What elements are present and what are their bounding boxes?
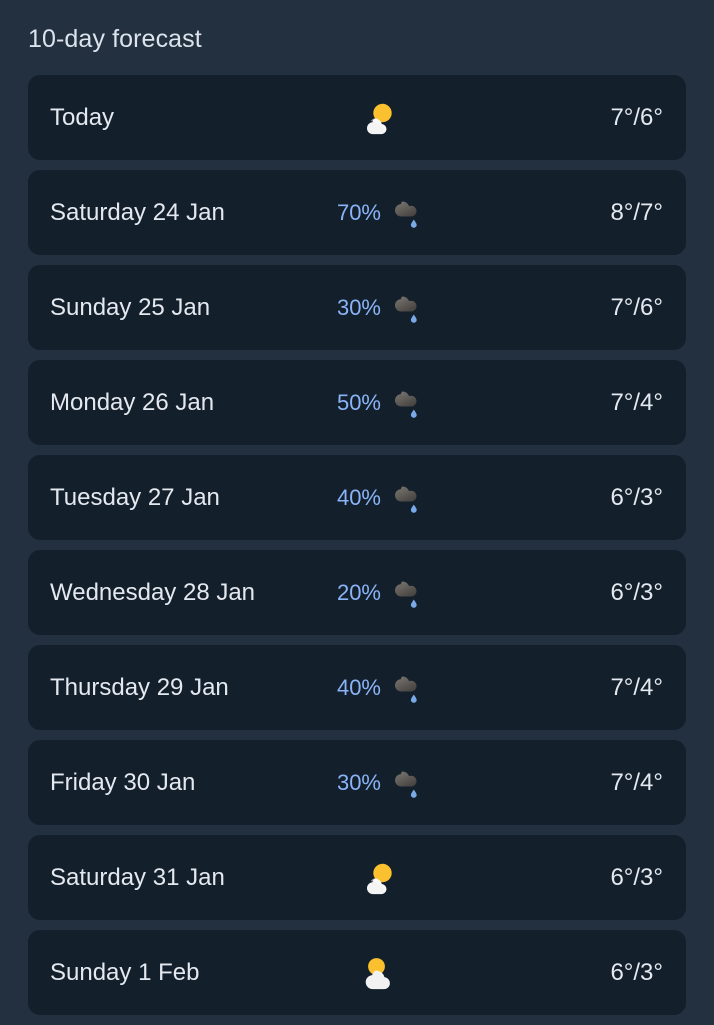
- forecast-row[interactable]: Saturday 31 Jan 6°/3°: [28, 835, 686, 920]
- partly-cloudy-day-icon: [367, 103, 392, 134]
- condition-group: [28, 75, 686, 160]
- day-label: Monday 26 Jan: [50, 388, 215, 416]
- precipitation-chance: 40%: [336, 674, 381, 700]
- temperature-range: 8°/7°: [610, 198, 663, 226]
- forecast-list: Today 7°/6° Saturday 24 Jan 70% 8°/7° Sunday …: [28, 75, 686, 1025]
- temperature-range: 7°/6°: [610, 293, 663, 321]
- temperature-range: 6°/3°: [610, 483, 663, 511]
- temperature-range: 7°/4°: [610, 768, 663, 796]
- day-label: Thursday 29 Jan: [50, 673, 229, 701]
- day-label: Tuesday 27 Jan: [50, 483, 220, 511]
- rain-cloud-icon: [395, 581, 417, 608]
- forecast-row[interactable]: Sunday 25 Jan 30% 7°/6°: [28, 265, 686, 350]
- rain-cloud-icon: [395, 676, 417, 703]
- forecast-row[interactable]: Monday 26 Jan 50% 7°/4°: [28, 360, 686, 445]
- rain-cloud-icon: [395, 486, 417, 513]
- partly-cloudy-day-icon: [367, 863, 392, 894]
- precipitation-chance: 30%: [336, 769, 381, 795]
- forecast-row[interactable]: Wednesday 28 Jan 20% 6°/3°: [28, 550, 686, 635]
- temperature-range: 6°/3°: [610, 958, 663, 986]
- forecast-row[interactable]: Saturday 24 Jan 70% 8°/7°: [28, 170, 686, 255]
- rain-cloud-icon: [395, 201, 417, 228]
- temperature-range: 6°/3°: [610, 578, 663, 606]
- temperature-range: 7°/6°: [610, 103, 663, 131]
- day-label: Sunday 1 Feb: [50, 958, 200, 986]
- mostly-cloudy-day-icon: [365, 957, 390, 989]
- day-label: Wednesday 28 Jan: [50, 578, 256, 606]
- forecast-row[interactable]: Tuesday 27 Jan 40% 6°/3°: [28, 455, 686, 540]
- rain-cloud-icon: [395, 391, 417, 418]
- forecast-row[interactable]: Sunday 1 Feb 6°/3°: [28, 930, 686, 1015]
- precipitation-chance: 70%: [336, 199, 381, 225]
- precipitation-chance: 20%: [336, 579, 381, 605]
- forecast-row[interactable]: Friday 30 Jan 30% 7°/4°: [28, 740, 686, 825]
- precipitation-chance: 40%: [336, 484, 381, 510]
- precipitation-chance: 30%: [336, 294, 381, 320]
- day-label: Saturday 24 Jan: [50, 198, 225, 226]
- temperature-range: 6°/3°: [610, 863, 663, 891]
- precipitation-chance: 50%: [336, 389, 381, 415]
- rain-cloud-icon: [395, 296, 417, 323]
- day-label: Friday 30 Jan: [50, 768, 196, 796]
- day-label: Sunday 25 Jan: [50, 293, 211, 321]
- day-label: Today: [50, 103, 115, 131]
- forecast-row[interactable]: Today 7°/6°: [28, 75, 686, 160]
- forecast-row[interactable]: Thursday 29 Jan 40% 7°/4°: [28, 645, 686, 730]
- rain-cloud-icon: [395, 771, 417, 798]
- day-label: Saturday 31 Jan: [50, 863, 225, 891]
- temperature-range: 7°/4°: [610, 388, 663, 416]
- temperature-range: 7°/4°: [610, 673, 663, 701]
- page-title: 10-day forecast: [28, 25, 202, 53]
